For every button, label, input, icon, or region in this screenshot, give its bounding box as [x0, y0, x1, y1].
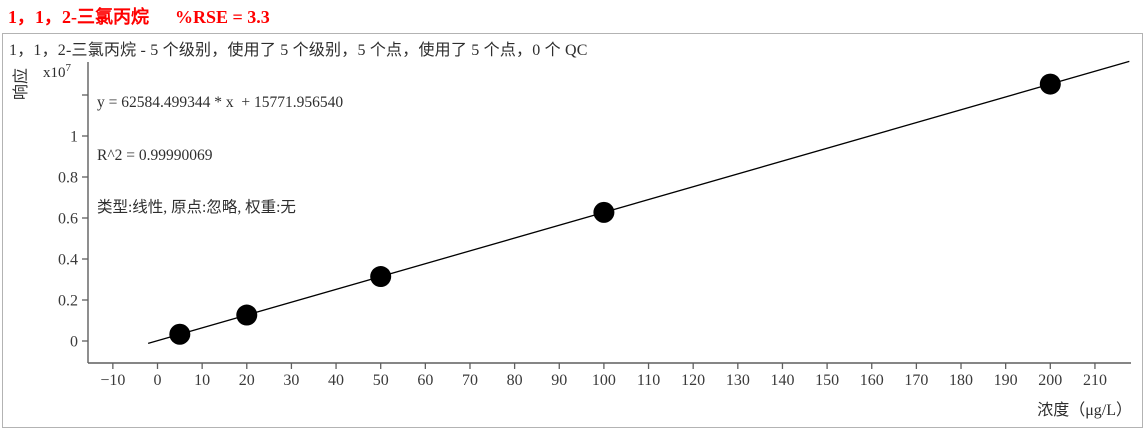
y-tick-label: 0.8 — [58, 170, 78, 187]
x-tick-label: 90 — [551, 372, 567, 389]
fit-equation-block: y = 62584.499344 * x + 15771.956540 R^2 … — [97, 59, 343, 252]
fit-equation: y = 62584.499344 * x + 15771.956540 — [97, 94, 344, 111]
x-tick-label: 130 — [726, 372, 750, 389]
x-tick-label: 70 — [462, 372, 478, 389]
data-point — [1039, 73, 1061, 95]
x-tick-label: 160 — [860, 372, 884, 389]
x-tick-label: 120 — [681, 372, 705, 389]
fit-settings: 类型:线性, 原点:忽略, 权重:无 — [97, 199, 296, 216]
data-point — [370, 266, 392, 288]
x-tick-label: 30 — [283, 372, 299, 389]
x-tick-label: 110 — [637, 372, 660, 389]
fit-r-squared: R^2 = 0.99990069 — [97, 146, 213, 164]
fit-line — [147, 60, 1130, 344]
x-tick-label: 80 — [507, 372, 523, 389]
calibration-plot: −10 0 10 20 30 40 50 60 70 80 90 100 110 120 130 140 150… — [58, 60, 1131, 389]
x-tick-label: 100 — [592, 372, 616, 389]
data-point — [236, 304, 258, 326]
x-tick-label: 180 — [949, 372, 973, 389]
y-tick-label: 0.4 — [58, 252, 78, 269]
y-tick-label: 0.6 — [58, 211, 78, 228]
x-tick-label: 170 — [904, 372, 928, 389]
x-tick-label: 200 — [1038, 372, 1062, 389]
x-axis-title: 浓度（μg/L） — [1037, 402, 1132, 419]
data-point — [593, 201, 615, 223]
x-tick-label: 190 — [994, 372, 1018, 389]
x-tick-label: 60 — [417, 372, 433, 389]
x-tick-label: 10 — [194, 372, 210, 389]
data-point — [169, 323, 191, 345]
chart-panel: 1，1，2-三氯丙烷 - 5 个级别，使用了 5 个级别，5 个点，使用了 5 … — [2, 33, 1143, 428]
y-tick-label: 0.2 — [58, 293, 78, 310]
calibration-summary: 1，1，2-三氯丙烷 - 5 个级别，使用了 5 个级别，5 个点，使用了 5 … — [9, 42, 588, 59]
x-tick-label: −10 — [100, 372, 125, 389]
chart-title: 1，1，2-三氯丙烷 %RSE = 3.3 — [8, 3, 270, 29]
y-tick-label: 0 — [70, 334, 78, 351]
x-tick-label: 20 — [239, 372, 255, 389]
y-tick-label: 1 — [70, 129, 78, 146]
x-tick-label: 140 — [770, 372, 794, 389]
y-axis-unit: x107 — [43, 62, 71, 81]
x-tick-label: 210 — [1083, 372, 1107, 389]
rse-value: %RSE = 3.3 — [175, 7, 270, 27]
x-tick-label: 150 — [815, 372, 839, 389]
x-tick-label: 40 — [328, 372, 344, 389]
x-tick-label: 0 — [154, 372, 162, 389]
compound-name: 1，1，2-三氯丙烷 — [8, 7, 149, 27]
x-tick-label: 50 — [373, 372, 389, 389]
